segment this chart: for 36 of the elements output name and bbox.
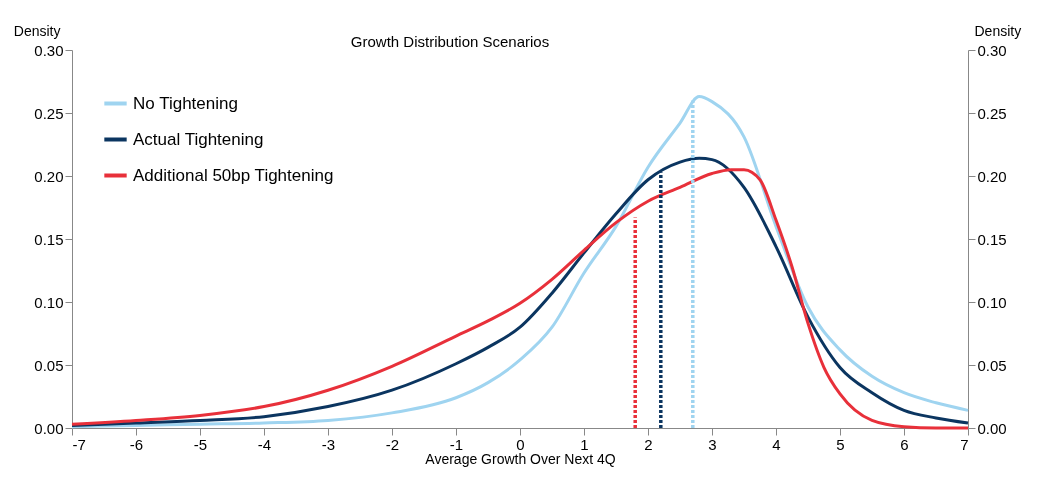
y2-axis-title: Density bbox=[974, 22, 1022, 39]
x-tick-label: -5 bbox=[193, 435, 208, 453]
y-tick-label: 0.20 bbox=[34, 167, 64, 185]
chart-title: Growth Distribution Scenarios bbox=[350, 33, 550, 50]
x-tick-label: -4 bbox=[257, 435, 272, 453]
y-axis-title: Density bbox=[13, 22, 61, 39]
x-tick-label: 5 bbox=[836, 435, 845, 453]
y-tick-label: 0.30 bbox=[34, 41, 64, 59]
x-tick-label: -2 bbox=[385, 435, 400, 453]
x-tick-label: -6 bbox=[129, 435, 144, 453]
y2-tick-label: 0.00 bbox=[977, 419, 1007, 437]
x-tick-label: -1 bbox=[449, 435, 464, 453]
legend-label: Actual Tightening bbox=[133, 129, 264, 149]
y-tick-label: 0.10 bbox=[34, 293, 64, 311]
x-tick-label: -3 bbox=[321, 435, 336, 453]
y-tick-label: 0.05 bbox=[34, 356, 64, 374]
y2-tick-label: 0.30 bbox=[977, 41, 1007, 59]
y2-tick-label: 0.05 bbox=[977, 356, 1007, 374]
y2-tick-label: 0.15 bbox=[977, 230, 1007, 248]
y2-tick-label: 0.20 bbox=[977, 167, 1007, 185]
y-tick-label: 0.15 bbox=[34, 230, 64, 248]
x-tick-label: -7 bbox=[72, 435, 86, 453]
x-tick-label: 3 bbox=[708, 435, 717, 453]
legend-label: Additional 50bp Tightening bbox=[133, 165, 334, 185]
y2-tick-label: 0.25 bbox=[977, 104, 1007, 122]
x-axis-title: Average Growth Over Next 4Q bbox=[425, 450, 616, 467]
x-tick-label: 1 bbox=[580, 435, 589, 453]
y-tick-label: 0.00 bbox=[34, 419, 64, 437]
x-tick-label: 2 bbox=[644, 435, 653, 453]
y-tick-label: 0.25 bbox=[34, 104, 64, 122]
x-tick-label: 0 bbox=[516, 435, 525, 453]
x-tick-label: 7 bbox=[960, 435, 969, 453]
legend-label: No Tightening bbox=[133, 93, 238, 113]
x-tick-label: 6 bbox=[900, 435, 909, 453]
x-tick-label: 4 bbox=[772, 435, 781, 453]
y2-tick-label: 0.10 bbox=[977, 293, 1007, 311]
